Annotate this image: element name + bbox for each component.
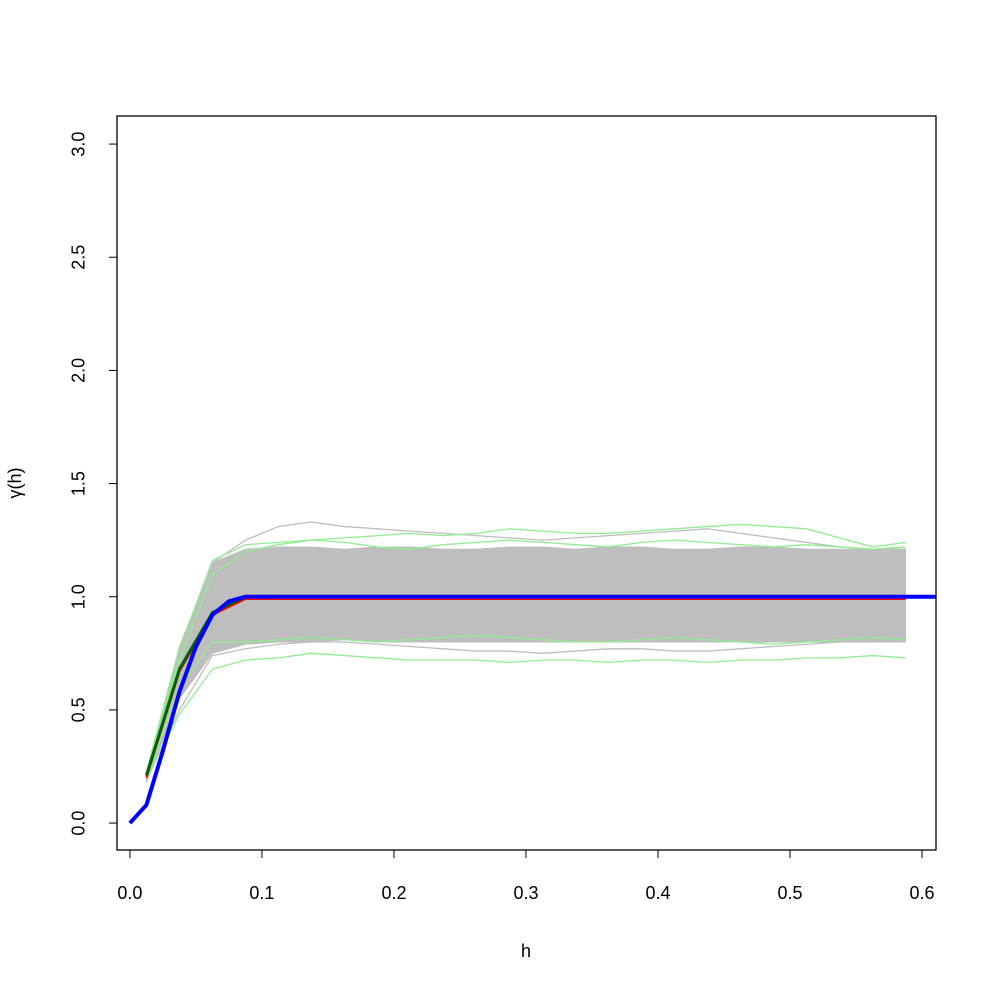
plot-area	[128, 521, 936, 825]
y-tick-label: 0.5	[69, 697, 89, 722]
y-tick-label: 2.0	[69, 358, 89, 383]
series-line	[145, 652, 906, 779]
plot-frame	[116, 115, 937, 851]
series-line	[145, 634, 906, 779]
series-line	[145, 521, 906, 774]
series-line	[145, 523, 906, 774]
x-axis-label: h	[521, 941, 531, 961]
y-tick-label: 3.0	[69, 132, 89, 157]
y-tick-label: 0.0	[69, 811, 89, 836]
y-axis-label: γ(h)	[5, 468, 25, 499]
x-tick-label: 0.0	[117, 883, 142, 903]
y-tick-label: 2.5	[69, 245, 89, 270]
y-tick-label: 1.5	[69, 471, 89, 496]
x-tick-label: 0.4	[645, 883, 670, 903]
series-line	[145, 639, 906, 781]
x-tick-label: 0.6	[909, 883, 934, 903]
y-tick-label: 1.0	[69, 584, 89, 609]
series-line	[145, 597, 906, 779]
series-line	[145, 539, 906, 776]
x-tick-label: 0.3	[513, 883, 538, 903]
x-tick-label: 0.5	[777, 883, 802, 903]
x-tick-label: 0.1	[249, 883, 274, 903]
envelope-band	[145, 546, 907, 783]
x-tick-label: 0.2	[381, 883, 406, 903]
series-line	[128, 594, 936, 825]
